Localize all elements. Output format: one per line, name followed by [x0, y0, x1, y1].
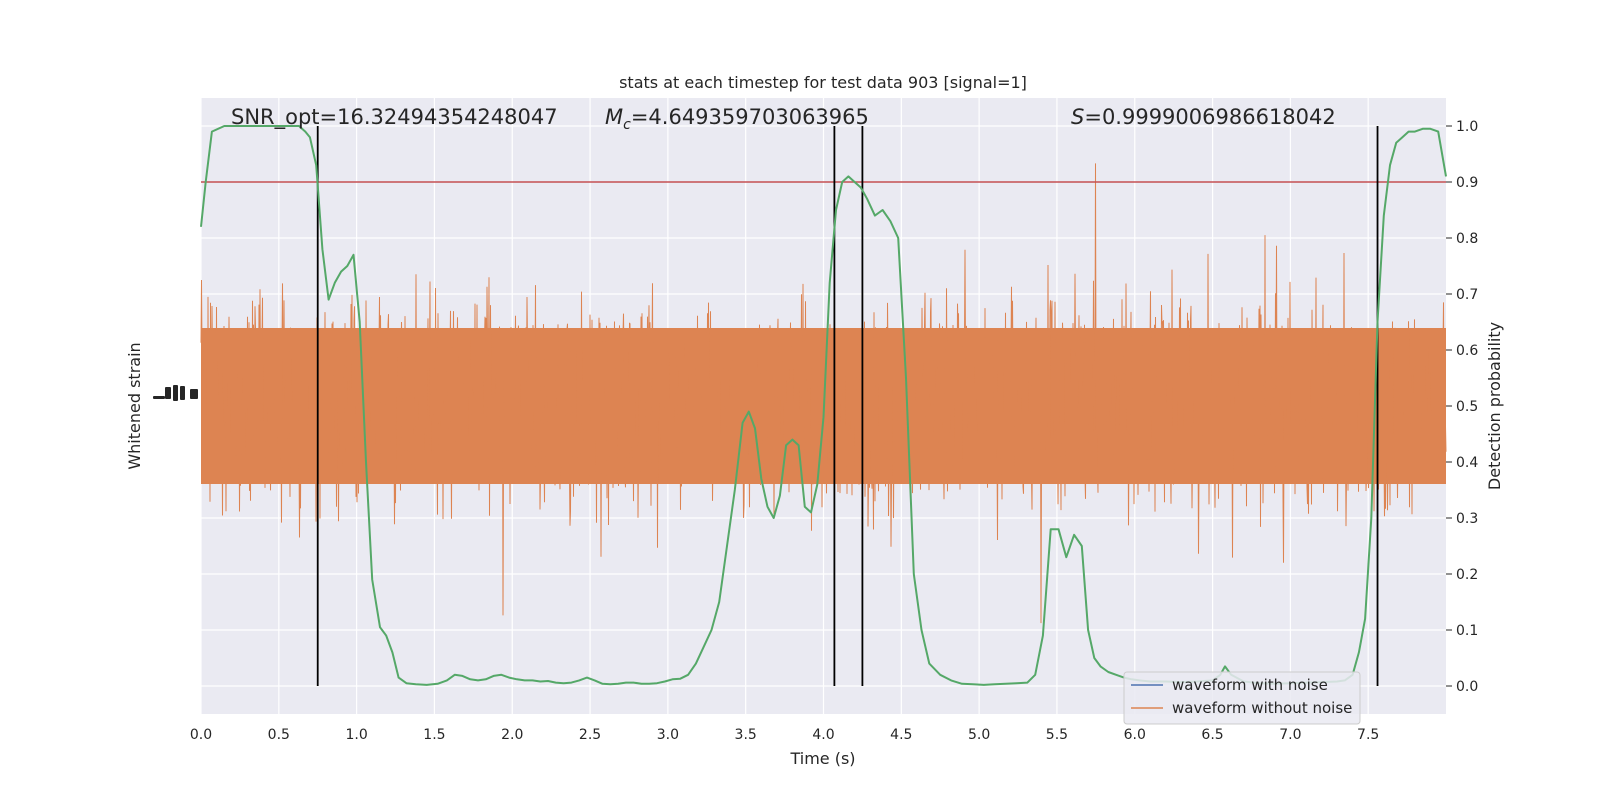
right-y-tick-label: 1.0 [1456, 119, 1478, 135]
right-y-tick-label: 0.5 [1456, 399, 1478, 415]
chirp-mass-value: =4.649359703063965 [631, 105, 869, 129]
chirp-mass-annotation: Mc=4.649359703063965 [605, 105, 869, 133]
x-tick-label: 5.0 [968, 727, 990, 743]
x-tick-label: 3.5 [735, 727, 757, 743]
snr-annotation: SNR_opt=16.32494354248047 [231, 105, 558, 130]
x-tick-label: 2.0 [501, 727, 523, 743]
chirp-mass-subscript: c [623, 117, 631, 133]
left-y-axis-label: Whitened strain [125, 342, 144, 469]
statistic-annotation: S=0.9999006986618042 [1071, 105, 1336, 129]
x-tick-label: 1.5 [423, 727, 445, 743]
legend-label-with-noise: waveform with noise [1172, 676, 1328, 694]
x-tick-label: 4.5 [890, 727, 912, 743]
x-tick-label: 0.0 [190, 727, 212, 743]
x-tick-label: 2.5 [579, 727, 601, 743]
x-tick-label: 7.0 [1279, 727, 1301, 743]
x-tick-label: 1.0 [345, 727, 367, 743]
x-tick-label: 7.5 [1357, 727, 1379, 743]
x-tick-label: 0.5 [268, 727, 290, 743]
snr-value: 16.32494354248047 [337, 105, 557, 129]
statistic-value: =0.9999006986618042 [1084, 105, 1335, 129]
left-tick-glyph [190, 389, 198, 399]
legend-box [1123, 671, 1361, 725]
right-y-tick-label: 0.3 [1456, 511, 1478, 527]
right-y-tick-label: 0.6 [1456, 343, 1478, 359]
x-tick-label: 6.5 [1201, 727, 1223, 743]
left-tick-glyph [165, 387, 171, 399]
right-axis-ticks: 0.0 0.1 0.2 0.3 0.4 0.5 0.6 0.7 0.8 0.9 1.0 [1446, 119, 1478, 695]
left-tick-glyph [180, 386, 185, 400]
statistic-symbol: S [1071, 105, 1084, 129]
legend-label-without-noise: waveform without noise [1172, 699, 1352, 717]
right-y-tick-label: 0.2 [1456, 567, 1478, 583]
x-axis-ticks: 0.0 0.5 1.0 1.5 2.0 2.5 3.0 3.5 4.0 4.5 5.0 5.5 6.0 6… [190, 727, 1379, 743]
chart-title: stats at each timestep for test data 903… [619, 73, 1027, 92]
right-y-tick-label: 0.8 [1456, 231, 1478, 247]
right-y-tick-label: 0.9 [1456, 175, 1478, 191]
right-y-tick-label: 0.1 [1456, 623, 1478, 639]
x-axis-label: Time (s) [789, 749, 855, 768]
right-y-tick-label: 0.4 [1456, 455, 1478, 471]
left-axis-overlapping-tick-labels [153, 385, 198, 401]
left-tick-glyph [153, 396, 165, 399]
right-y-axis-label: Detection probability [1485, 322, 1504, 490]
right-y-tick-label: 0.7 [1456, 287, 1478, 303]
left-tick-glyph [173, 385, 178, 401]
legend: waveform with noise waveform without noi… [1123, 671, 1361, 725]
chirp-mass-symbol: M [605, 105, 623, 129]
x-tick-label: 3.0 [657, 727, 679, 743]
snr-label: SNR_opt= [231, 105, 337, 130]
x-tick-label: 5.5 [1046, 727, 1068, 743]
x-tick-label: 6.0 [1124, 727, 1146, 743]
right-y-tick-label: 0.0 [1456, 679, 1478, 695]
x-tick-label: 4.0 [812, 727, 834, 743]
